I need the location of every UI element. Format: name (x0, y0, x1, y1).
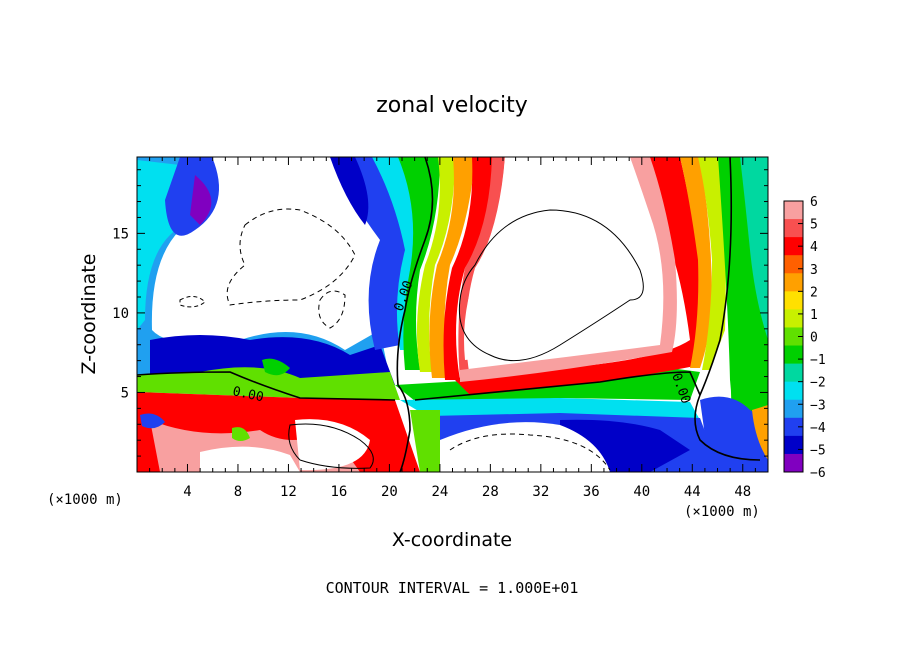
colorbar-swatch (784, 291, 803, 310)
contour-positive-bottomleft (288, 423, 374, 469)
x-tick-label: 24 (431, 484, 448, 500)
colorbar-tick-label: 6 (810, 195, 818, 210)
colorbar-swatch (784, 453, 803, 473)
contour-zero-jet (396, 157, 434, 386)
x-tick-label: 20 (381, 484, 398, 500)
x-tick-label: 40 (633, 484, 650, 500)
heatmap-region-bottomleft-white2 (295, 419, 370, 471)
heatmap-region-jet-green (398, 157, 440, 370)
y-axis-label: Z-coordinate (78, 254, 100, 375)
colorbar-swatch (784, 363, 803, 383)
y-tick-label: 15 (112, 226, 129, 242)
y-axis: 5 10 15 (112, 169, 768, 457)
contour-zero-mid (414, 371, 701, 401)
heatmap-region-arc-red (455, 157, 703, 395)
contour-negative-small (318, 290, 346, 329)
heatmap-region-arc-white (464, 157, 659, 360)
contour-lines (137, 157, 761, 472)
heatmap-region-right-cyan (740, 157, 768, 340)
heatmap-region-lowercenter-green2 (410, 410, 440, 472)
heatmap-region-midleft-green (137, 367, 400, 400)
x-unit-right: (×1000 m) (684, 504, 760, 520)
colorbar-swatch (784, 399, 803, 419)
colorbar-swatch (784, 345, 803, 365)
chart-title: zonal velocity (376, 93, 528, 118)
heatmap-region-arc-pink (460, 157, 677, 382)
colorbar-swatch (784, 219, 803, 238)
x-tick-label: 8 (234, 484, 242, 500)
colorbar-tick-label: 1 (810, 308, 818, 323)
contour-negative-tiny (179, 296, 206, 308)
colorbar-tick-label: −6 (810, 466, 826, 481)
y-tick-label: 10 (112, 306, 129, 322)
colorbar-tick-label: 0 (810, 331, 818, 346)
heatmap-region-bottomleft-white (200, 446, 300, 472)
y-tick-label: 5 (121, 385, 129, 401)
x-tick-label: 28 (482, 484, 499, 500)
x-tick-label: 12 (280, 484, 297, 500)
contour-negative-left (226, 208, 356, 306)
heatmap-region-right-orange (752, 405, 768, 460)
heatmap-region-arc-lime (698, 157, 726, 370)
x-tick-label: 44 (684, 484, 701, 500)
colorbar-swatch (784, 273, 803, 292)
contour-zero-lower (397, 384, 411, 472)
heatmap-region-jet-blue (330, 157, 410, 350)
heatmap-region-right-blue (700, 396, 768, 472)
heatmap-spot-green-left (262, 358, 290, 376)
colorbar: 6 5 4 3 2 1 0 −1 −2 −3 −4 −5 −6 (784, 195, 826, 481)
heatmap-region-lowercenter-cyan (400, 398, 700, 420)
colorbar-tick-label: −2 (810, 376, 826, 391)
x-unit-left: (×1000 m) (47, 492, 123, 508)
colorbar-swatch (784, 255, 803, 274)
heatmap-region-jet-pink (458, 157, 505, 378)
heatmap-region-jet-navy (330, 157, 369, 225)
heatmap-region-lowercenter-white (440, 422, 610, 472)
x-axis-label: X-coordinate (392, 529, 512, 551)
colorbar-tick-label: −1 (810, 353, 826, 368)
plot-area: 0.00 0.00 0.00 (137, 157, 768, 472)
contour-interval-note: CONTOUR INTERVAL = 1.000E+01 (326, 579, 579, 597)
contour-label: 0.00 (231, 384, 265, 405)
colorbar-frame (783, 200, 804, 473)
x-tick-label: 36 (583, 484, 600, 500)
heatmap-region-jet-lime (416, 157, 455, 372)
x-axis: 4 8 12 16 20 24 28 32 36 40 44 48 (149, 157, 756, 500)
heatmap-region-jet-red (443, 157, 495, 380)
colorbar-swatch (784, 435, 803, 455)
colorbar-swatch (784, 381, 803, 401)
colorbar-tick-label: 4 (810, 240, 818, 255)
heatmap-spot-green-bottom (232, 427, 250, 441)
heatmap-spot-blue-left (140, 413, 165, 429)
contour-positive-arc (458, 209, 644, 362)
colorbar-tick-label: 2 (810, 285, 818, 300)
colorbar-tick-label: −4 (810, 421, 826, 436)
colorbar-swatch (784, 327, 803, 347)
colorbar-tick-label: 5 (810, 218, 818, 233)
colorbar-swatch (784, 417, 803, 437)
contour-zero-right (694, 157, 761, 461)
contour-negative-bottom (449, 433, 611, 471)
x-tick-label: 48 (734, 484, 751, 500)
colorbar-tick-label: −5 (810, 443, 826, 458)
colorbar-tick-label: 3 (810, 263, 818, 278)
x-tick-label: 4 (183, 484, 191, 500)
colorbar-tick-label: −3 (810, 398, 826, 413)
colorbar-swatch (784, 309, 803, 328)
heatmap-region-left-violet (190, 175, 212, 225)
x-tick-label: 16 (330, 484, 347, 500)
heatmap-region-jet-orange (429, 157, 475, 378)
colorbar-swatch (784, 237, 803, 256)
contour-zero-left (137, 371, 396, 401)
colorbar-swatch (784, 201, 803, 220)
x-tick-label: 32 (532, 484, 549, 500)
heatmap-region-arc-orange (680, 157, 712, 368)
